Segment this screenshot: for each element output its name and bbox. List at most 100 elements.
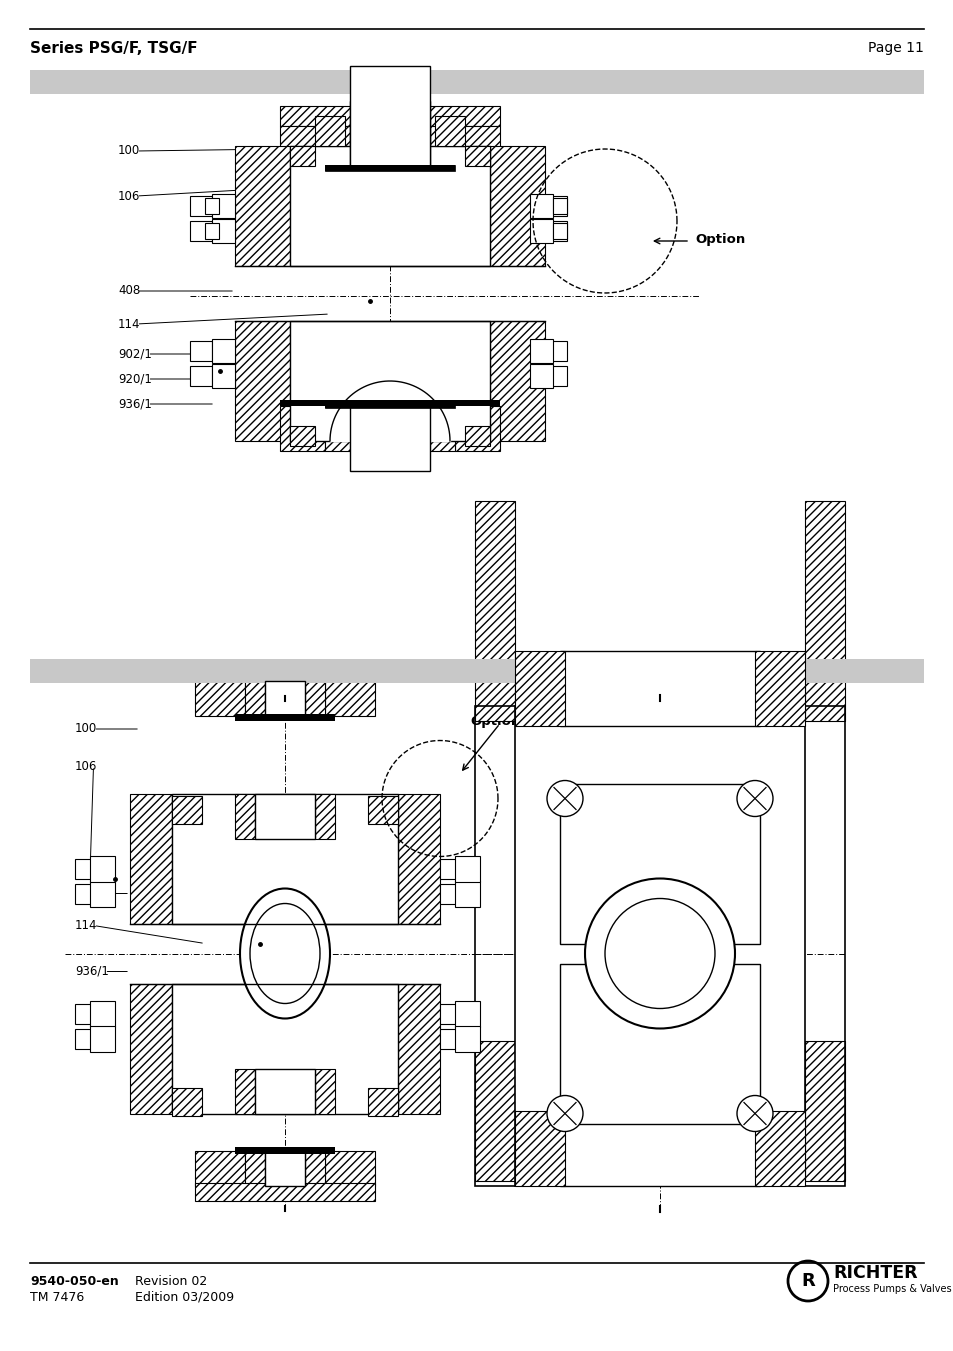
Bar [439, 1004, 459, 1024]
Bar [325, 1151, 375, 1186]
Bar [559, 651, 760, 725]
Bar [430, 126, 455, 166]
Text: R: R [801, 1273, 814, 1290]
Bar [75, 1004, 95, 1024]
Bar [559, 963, 760, 1124]
Bar [205, 199, 219, 213]
Bar [325, 165, 455, 172]
Text: 408: 408 [118, 285, 140, 297]
Bar [455, 1001, 479, 1027]
Bar [754, 1111, 804, 1186]
Bar [490, 146, 544, 266]
Bar [305, 1151, 325, 1186]
Bar [194, 669, 375, 681]
Text: 10.4  Sectional drawing  TSG/F: 10.4 Sectional drawing TSG/F [42, 663, 304, 678]
Bar [172, 1088, 202, 1116]
Circle shape [584, 878, 734, 1028]
Text: 100: 100 [118, 145, 140, 158]
Bar [325, 407, 350, 451]
Bar [439, 1028, 459, 1048]
Bar [325, 403, 455, 408]
Bar [804, 1042, 844, 1181]
Bar [245, 1151, 265, 1186]
Bar [553, 199, 566, 213]
Bar [530, 195, 553, 218]
Ellipse shape [240, 889, 330, 1019]
Text: Process Pumps & Valves: Process Pumps & Valves [832, 1283, 951, 1294]
Bar [464, 146, 490, 166]
Bar [553, 223, 566, 239]
Circle shape [787, 1260, 827, 1301]
Bar [265, 1151, 305, 1186]
Circle shape [604, 898, 714, 1008]
Bar [290, 426, 314, 446]
Ellipse shape [250, 904, 319, 1004]
Text: 106: 106 [118, 189, 140, 203]
Bar [280, 400, 499, 407]
Bar [350, 101, 430, 166]
Bar [544, 366, 566, 386]
Bar [430, 407, 455, 451]
Bar [190, 222, 212, 240]
Circle shape [737, 1096, 772, 1132]
Bar [245, 681, 265, 716]
Bar [314, 116, 345, 146]
Bar [325, 126, 350, 166]
Text: 9540-050-en: 9540-050-en [30, 1275, 118, 1288]
Bar [130, 984, 172, 1113]
Bar [350, 407, 430, 471]
Text: Revision 02: Revision 02 [135, 1275, 207, 1288]
Bar [397, 984, 439, 1113]
Text: 920/1: 920/1 [75, 1002, 109, 1015]
Bar [530, 363, 553, 388]
Bar [30, 659, 923, 684]
Bar [368, 796, 397, 824]
Text: 10.3  Sectional drawing  PSG/F: 10.3 Sectional drawing PSG/F [42, 74, 305, 89]
Bar [205, 223, 219, 239]
Bar [190, 196, 212, 216]
Text: Option: Option [470, 715, 519, 728]
Text: 902/1: 902/1 [118, 347, 152, 361]
Bar [194, 681, 245, 716]
Bar [280, 407, 325, 451]
Bar [455, 855, 479, 881]
Bar [439, 858, 459, 878]
Bar [265, 681, 305, 716]
Bar [325, 165, 455, 172]
Bar [90, 855, 115, 881]
Bar [439, 884, 459, 904]
Bar [234, 713, 335, 721]
Bar [559, 1111, 760, 1186]
Bar [559, 784, 760, 943]
Bar [75, 1028, 95, 1048]
Bar [172, 796, 202, 824]
Bar [754, 651, 804, 725]
Circle shape [546, 1096, 582, 1132]
Bar [234, 1147, 335, 1154]
Bar [802, 707, 844, 1186]
Bar [368, 1088, 397, 1116]
Bar [314, 1069, 335, 1113]
Text: 920/1: 920/1 [118, 373, 152, 385]
Bar [212, 219, 234, 243]
Bar [475, 501, 515, 721]
Text: 106: 106 [75, 759, 97, 773]
Bar [90, 1001, 115, 1027]
Bar [30, 70, 923, 95]
Text: 114: 114 [118, 317, 140, 331]
Bar [455, 881, 479, 907]
Bar [804, 501, 844, 721]
Text: 902/1: 902/1 [75, 1038, 109, 1050]
Bar [455, 1025, 479, 1051]
Bar [530, 219, 553, 243]
Bar [544, 340, 566, 361]
Bar [234, 793, 254, 839]
Bar [194, 1151, 245, 1186]
Bar [350, 66, 430, 166]
Text: Page 11: Page 11 [867, 41, 923, 55]
Text: RICHTER: RICHTER [832, 1265, 917, 1282]
Bar [280, 105, 499, 126]
Bar [190, 340, 212, 361]
Bar [530, 339, 553, 363]
Text: 114: 114 [75, 919, 97, 932]
